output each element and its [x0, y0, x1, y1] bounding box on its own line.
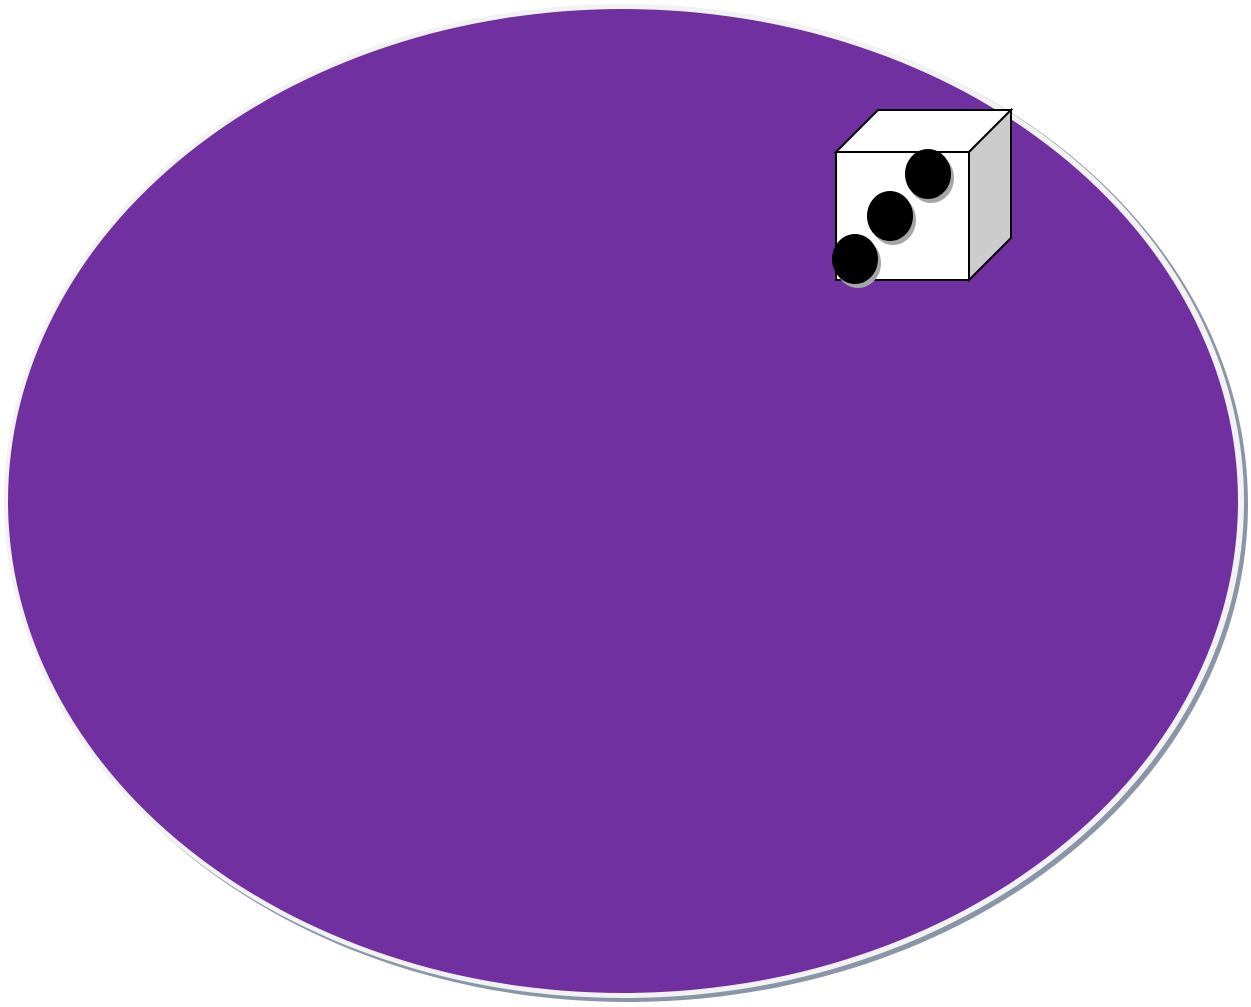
die-icon: [832, 107, 1014, 288]
die-pips: [832, 149, 954, 288]
purple-ellipse: [8, 9, 1238, 993]
die-pip: [867, 191, 913, 241]
die-pip: [905, 149, 951, 199]
die-pip: [832, 234, 878, 284]
